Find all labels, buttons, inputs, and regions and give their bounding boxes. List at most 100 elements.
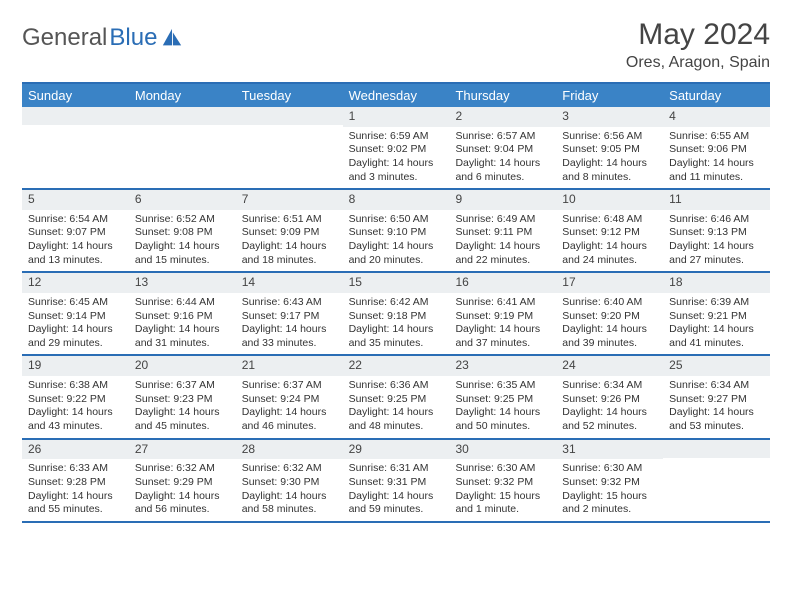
day-number: 30	[449, 440, 556, 460]
page-header: General Blue May 2024 Ores, Aragon, Spai…	[22, 18, 770, 72]
daylight-text: Daylight: 15 hours and 2 minutes.	[562, 490, 657, 517]
week-row: 19Sunrise: 6:38 AMSunset: 9:22 PMDayligh…	[22, 356, 770, 439]
day-cell	[129, 107, 236, 188]
weeks-container: 1Sunrise: 6:59 AMSunset: 9:02 PMDaylight…	[22, 107, 770, 523]
sunrise-text: Sunrise: 6:46 AM	[669, 213, 764, 227]
day-number: 27	[129, 440, 236, 460]
sunset-text: Sunset: 9:04 PM	[455, 143, 550, 157]
day-body: Sunrise: 6:54 AMSunset: 9:07 PMDaylight:…	[22, 210, 129, 272]
sunset-text: Sunset: 9:07 PM	[28, 226, 123, 240]
week-row: 5Sunrise: 6:54 AMSunset: 9:07 PMDaylight…	[22, 190, 770, 273]
sunset-text: Sunset: 9:28 PM	[28, 476, 123, 490]
sunrise-text: Sunrise: 6:30 AM	[562, 462, 657, 476]
day-number: 26	[22, 440, 129, 460]
day-number: 13	[129, 273, 236, 293]
day-number: 31	[556, 440, 663, 460]
sunset-text: Sunset: 9:18 PM	[349, 310, 444, 324]
daylight-text: Daylight: 14 hours and 33 minutes.	[242, 323, 337, 350]
sunset-text: Sunset: 9:10 PM	[349, 226, 444, 240]
day-cell: 8Sunrise: 6:50 AMSunset: 9:10 PMDaylight…	[343, 190, 450, 271]
day-number: 28	[236, 440, 343, 460]
day-body: Sunrise: 6:46 AMSunset: 9:13 PMDaylight:…	[663, 210, 770, 272]
sunset-text: Sunset: 9:17 PM	[242, 310, 337, 324]
daylight-text: Daylight: 14 hours and 46 minutes.	[242, 406, 337, 433]
sunset-text: Sunset: 9:25 PM	[455, 393, 550, 407]
sunset-text: Sunset: 9:09 PM	[242, 226, 337, 240]
day-cell: 26Sunrise: 6:33 AMSunset: 9:28 PMDayligh…	[22, 440, 129, 521]
day-body: Sunrise: 6:32 AMSunset: 9:30 PMDaylight:…	[236, 459, 343, 521]
sail-icon	[161, 27, 183, 49]
brand-logo: General Blue	[22, 24, 183, 52]
day-body: Sunrise: 6:38 AMSunset: 9:22 PMDaylight:…	[22, 376, 129, 438]
daylight-text: Daylight: 14 hours and 15 minutes.	[135, 240, 230, 267]
day-body: Sunrise: 6:35 AMSunset: 9:25 PMDaylight:…	[449, 376, 556, 438]
daylight-text: Daylight: 14 hours and 13 minutes.	[28, 240, 123, 267]
sunrise-text: Sunrise: 6:37 AM	[135, 379, 230, 393]
sunrise-text: Sunrise: 6:57 AM	[455, 130, 550, 144]
day-cell: 22Sunrise: 6:36 AMSunset: 9:25 PMDayligh…	[343, 356, 450, 437]
day-body: Sunrise: 6:48 AMSunset: 9:12 PMDaylight:…	[556, 210, 663, 272]
day-cell: 28Sunrise: 6:32 AMSunset: 9:30 PMDayligh…	[236, 440, 343, 521]
day-body: Sunrise: 6:37 AMSunset: 9:24 PMDaylight:…	[236, 376, 343, 438]
day-number: 16	[449, 273, 556, 293]
day-number: 22	[343, 356, 450, 376]
sunrise-text: Sunrise: 6:34 AM	[669, 379, 764, 393]
daylight-text: Daylight: 14 hours and 18 minutes.	[242, 240, 337, 267]
day-number: 14	[236, 273, 343, 293]
day-cell: 11Sunrise: 6:46 AMSunset: 9:13 PMDayligh…	[663, 190, 770, 271]
day-number: 7	[236, 190, 343, 210]
sunrise-text: Sunrise: 6:31 AM	[349, 462, 444, 476]
day-number: 1	[343, 107, 450, 127]
day-cell: 27Sunrise: 6:32 AMSunset: 9:29 PMDayligh…	[129, 440, 236, 521]
day-body: Sunrise: 6:50 AMSunset: 9:10 PMDaylight:…	[343, 210, 450, 272]
day-header: Thursday	[449, 84, 556, 107]
daylight-text: Daylight: 14 hours and 45 minutes.	[135, 406, 230, 433]
day-header: Tuesday	[236, 84, 343, 107]
sunrise-text: Sunrise: 6:30 AM	[455, 462, 550, 476]
day-number: 2	[449, 107, 556, 127]
day-body: Sunrise: 6:44 AMSunset: 9:16 PMDaylight:…	[129, 293, 236, 355]
daylight-text: Daylight: 14 hours and 8 minutes.	[562, 157, 657, 184]
sunrise-text: Sunrise: 6:36 AM	[349, 379, 444, 393]
day-number: 8	[343, 190, 450, 210]
sunrise-text: Sunrise: 6:49 AM	[455, 213, 550, 227]
day-body: Sunrise: 6:32 AMSunset: 9:29 PMDaylight:…	[129, 459, 236, 521]
sunset-text: Sunset: 9:31 PM	[349, 476, 444, 490]
day-cell: 2 Sunrise: 6:57 AMSunset: 9:04 PMDaylight…	[449, 107, 556, 188]
day-number	[236, 107, 343, 125]
sunrise-text: Sunrise: 6:40 AM	[562, 296, 657, 310]
day-body: Sunrise: 6:59 AMSunset: 9:02 PMDaylight:…	[343, 127, 450, 189]
sunset-text: Sunset: 9:13 PM	[669, 226, 764, 240]
day-number: 24	[556, 356, 663, 376]
day-number: 12	[22, 273, 129, 293]
daylight-text: Daylight: 15 hours and 1 minute.	[455, 490, 550, 517]
day-cell	[663, 440, 770, 521]
day-body: Sunrise: 6:52 AMSunset: 9:08 PMDaylight:…	[129, 210, 236, 272]
daylight-text: Daylight: 14 hours and 35 minutes.	[349, 323, 444, 350]
day-number: 11	[663, 190, 770, 210]
daylight-text: Daylight: 14 hours and 27 minutes.	[669, 240, 764, 267]
day-body: Sunrise: 6:41 AMSunset: 9:19 PMDaylight:…	[449, 293, 556, 355]
day-cell: 5Sunrise: 6:54 AMSunset: 9:07 PMDaylight…	[22, 190, 129, 271]
day-cell: 13Sunrise: 6:44 AMSunset: 9:16 PMDayligh…	[129, 273, 236, 354]
sunrise-text: Sunrise: 6:42 AM	[349, 296, 444, 310]
sunset-text: Sunset: 9:11 PM	[455, 226, 550, 240]
day-cell: 7Sunrise: 6:51 AMSunset: 9:09 PMDaylight…	[236, 190, 343, 271]
title-block: May 2024 Ores, Aragon, Spain	[626, 18, 770, 72]
day-header: Friday	[556, 84, 663, 107]
sunset-text: Sunset: 9:21 PM	[669, 310, 764, 324]
day-cell: 24Sunrise: 6:34 AMSunset: 9:26 PMDayligh…	[556, 356, 663, 437]
daylight-text: Daylight: 14 hours and 50 minutes.	[455, 406, 550, 433]
location-label: Ores, Aragon, Spain	[626, 54, 770, 72]
daylight-text: Daylight: 14 hours and 41 minutes.	[669, 323, 764, 350]
day-body: Sunrise: 6:56 AMSunset: 9:05 PMDaylight:…	[556, 127, 663, 189]
sunrise-text: Sunrise: 6:50 AM	[349, 213, 444, 227]
daylight-text: Daylight: 14 hours and 6 minutes.	[455, 157, 550, 184]
month-title: May 2024	[626, 18, 770, 52]
day-number: 18	[663, 273, 770, 293]
day-cell: 1Sunrise: 6:59 AMSunset: 9:02 PMDaylight…	[343, 107, 450, 188]
day-number: 17	[556, 273, 663, 293]
sunrise-text: Sunrise: 6:38 AM	[28, 379, 123, 393]
day-cell: 6Sunrise: 6:52 AMSunset: 9:08 PMDaylight…	[129, 190, 236, 271]
day-header: Sunday	[22, 84, 129, 107]
